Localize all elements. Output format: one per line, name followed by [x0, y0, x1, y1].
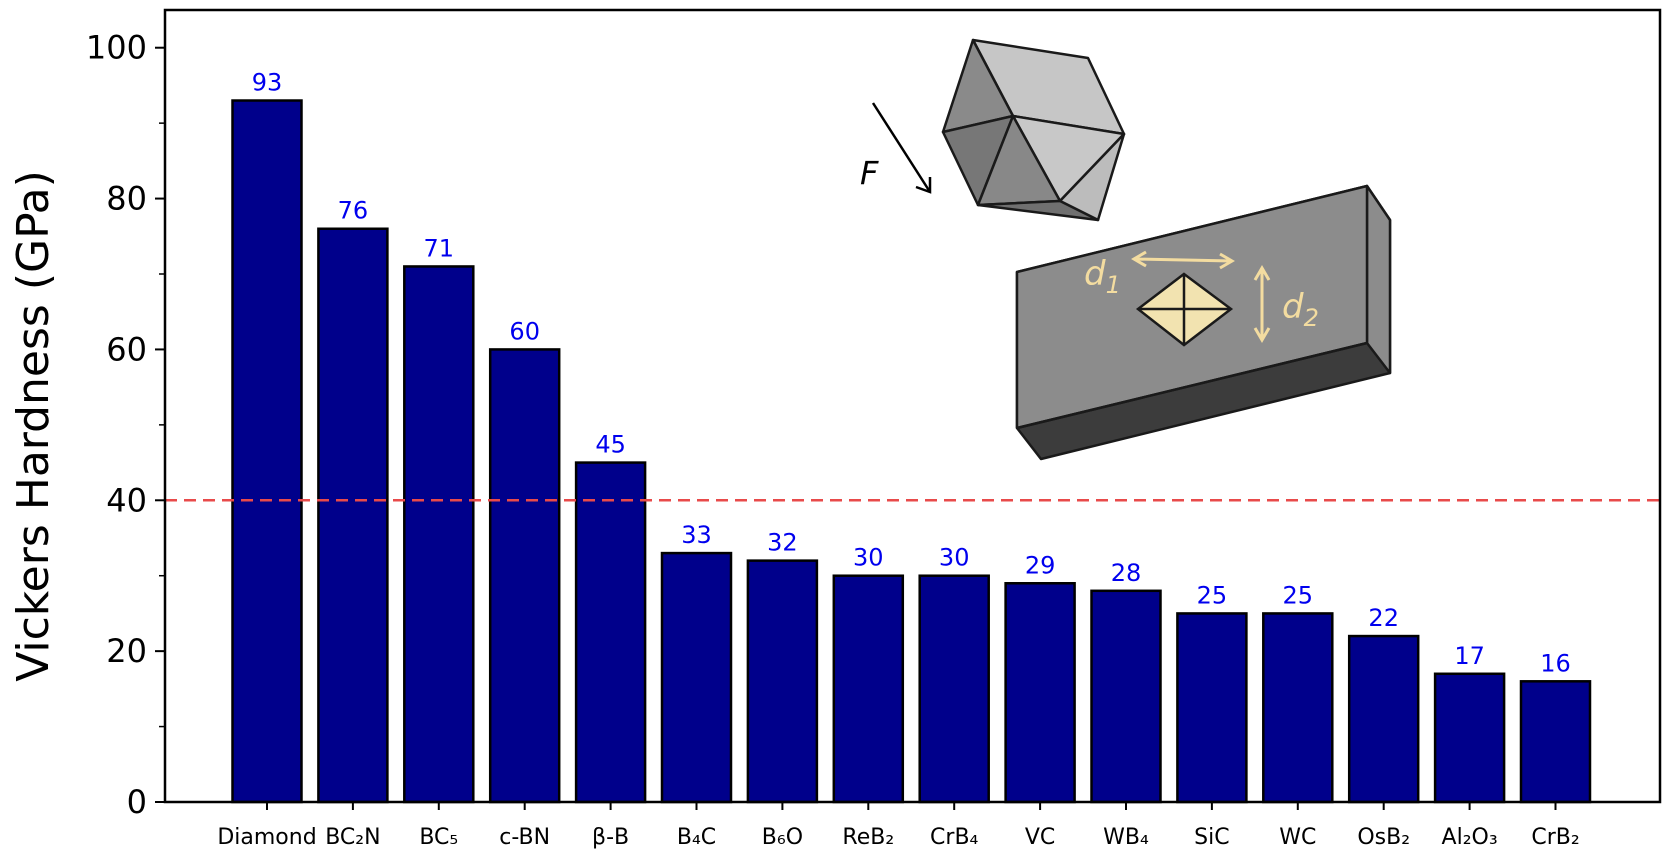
- bar-7: [746, 559, 819, 804]
- bar-3: [403, 265, 475, 804]
- bar-1: [231, 99, 303, 804]
- bar-5: [574, 461, 647, 804]
- x-tick-label: OsB₂: [1357, 825, 1410, 850]
- diagonal-2-label: d2: [1282, 287, 1319, 332]
- bar-8: [832, 574, 905, 804]
- x-tick-label: Diamond: [217, 825, 316, 850]
- x-tick-label: B₄C: [677, 825, 716, 850]
- x-tick-label: BC₂N: [325, 825, 380, 850]
- data-label: 71: [424, 234, 455, 262]
- bar-15: [1433, 672, 1506, 804]
- bar-9: [918, 574, 990, 804]
- bar-6: [660, 551, 733, 804]
- bar-14: [1347, 634, 1420, 804]
- x-tick-label: β-B: [592, 825, 629, 850]
- y-tick-label: 100: [86, 29, 147, 67]
- vickers-indenter-illustration: F d1 d2: [860, 38, 1392, 461]
- bar-12: [1176, 612, 1248, 804]
- data-label: 30: [939, 544, 970, 572]
- bar-11: [1090, 589, 1162, 804]
- y-tick-label: 0: [127, 783, 147, 821]
- data-label: 22: [1368, 604, 1399, 632]
- data-label: 32: [767, 529, 798, 557]
- diagonal-1-subscript: 1: [1106, 271, 1121, 299]
- bar-4: [488, 348, 561, 804]
- x-tick-label: ReB₂: [842, 825, 894, 850]
- data-label: 17: [1454, 642, 1485, 670]
- data-label: 16: [1540, 649, 1571, 677]
- data-label: 93: [252, 69, 283, 97]
- x-tick-label: VC: [1025, 825, 1055, 850]
- bar-10: [1004, 582, 1076, 804]
- data-label: 33: [681, 521, 712, 549]
- data-label: 29: [1025, 551, 1056, 579]
- x-tick-label: CrB₂: [1531, 825, 1579, 850]
- data-label: 25: [1283, 581, 1314, 609]
- plot-border: [163, 8, 1662, 804]
- x-tick-label: Al₂O₃: [1442, 825, 1498, 850]
- indenter-pyramid-icon: [941, 38, 1126, 222]
- force-arrow-icon: [871, 102, 932, 194]
- x-tick-label: B₆O: [762, 825, 803, 850]
- y-axis-title: Vickers Hardness (GPa): [8, 170, 59, 682]
- y-tick-label: 20: [106, 632, 147, 670]
- data-label: 45: [595, 431, 626, 459]
- axis-ticks: 0 20 40 60 80 100: [86, 29, 165, 821]
- bar-16: [1519, 680, 1592, 804]
- diagonal-1-label: d1: [1084, 254, 1121, 299]
- diagonal-1-letter: d: [1084, 254, 1106, 294]
- data-label: 30: [853, 544, 884, 572]
- diagonal-2-letter: d: [1282, 287, 1304, 327]
- x-tick-label: c-BN: [499, 825, 550, 850]
- x-tick-label: BC₅: [419, 825, 458, 850]
- bar-13: [1262, 612, 1334, 804]
- diagonal-arrows-icon: [1131, 250, 1271, 343]
- data-label: 60: [509, 317, 540, 345]
- x-tick-label: WC: [1279, 825, 1316, 850]
- data-label: 76: [338, 197, 369, 225]
- x-tick-label: CrB₄: [930, 825, 978, 850]
- bar-2: [317, 227, 389, 804]
- x-tick-label: WB₄: [1103, 825, 1149, 850]
- y-tick-label: 80: [106, 180, 147, 218]
- data-label: 28: [1111, 559, 1142, 587]
- diagonal-2-subscript: 2: [1304, 304, 1319, 332]
- bars: Diamond 93 BC₂N 76 BC₅ 71 c-BN 60 β-B 45 B₄C 33 B₆O 3…: [217, 69, 1592, 850]
- force-label: F: [860, 154, 879, 192]
- axes-frame: [163, 8, 1662, 804]
- x-tick-label: SiC: [1194, 825, 1229, 850]
- y-tick-label: 40: [106, 481, 147, 519]
- data-label: 25: [1197, 581, 1228, 609]
- indentation-mark-icon: [1135, 272, 1234, 347]
- y-tick-label: 60: [106, 330, 147, 368]
